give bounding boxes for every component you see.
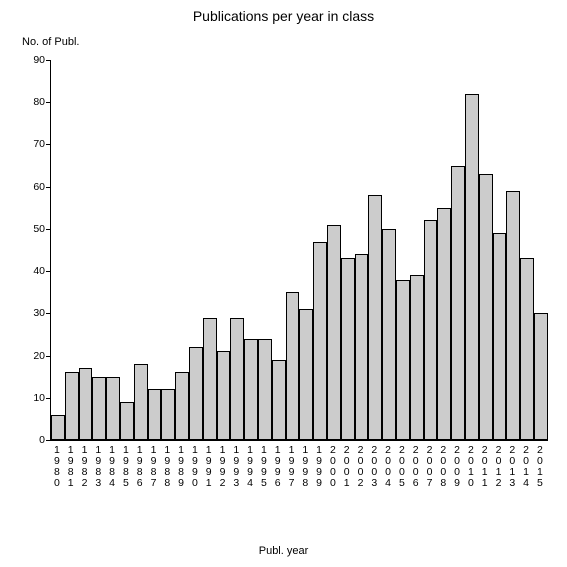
x-tick-label: 1 9 8 1: [64, 445, 78, 489]
y-tick-mark: [46, 229, 50, 230]
bar: [189, 347, 203, 440]
y-tick-label: 50: [23, 224, 45, 235]
bar: [410, 275, 424, 440]
y-tick-label: 30: [23, 308, 45, 319]
bar: [313, 242, 327, 440]
bar: [520, 258, 534, 440]
y-tick-mark: [46, 187, 50, 188]
x-tick-label: 1 9 9 5: [257, 445, 271, 489]
bar: [79, 368, 93, 440]
x-tick-label: 1 9 9 7: [285, 445, 299, 489]
x-tick-label: 1 9 9 8: [298, 445, 312, 489]
bar: [203, 318, 217, 440]
x-tick-label: 2 0 0 5: [395, 445, 409, 489]
y-tick-mark: [46, 271, 50, 272]
bar: [272, 360, 286, 440]
x-tick-label: 2 0 0 3: [367, 445, 381, 489]
y-tick-label: 40: [23, 266, 45, 277]
bar: [424, 220, 438, 440]
x-tick-label: 1 9 8 2: [78, 445, 92, 489]
bar: [51, 415, 65, 440]
x-tick-label: 2 0 1 2: [492, 445, 506, 489]
y-tick-mark: [46, 440, 50, 441]
y-tick-label: 20: [23, 351, 45, 362]
bar: [506, 191, 520, 440]
x-tick-label: 1 9 8 6: [133, 445, 147, 489]
x-axis-title: Publ. year: [0, 545, 567, 557]
bar: [368, 195, 382, 440]
x-tick-label: 1 9 9 6: [271, 445, 285, 489]
bar: [479, 174, 493, 440]
x-tick-label: 2 0 0 0: [326, 445, 340, 489]
x-tick-label: 1 9 9 2: [216, 445, 230, 489]
x-tick-label: 2 0 1 5: [533, 445, 547, 489]
y-tick-label: 10: [23, 393, 45, 404]
bar: [437, 208, 451, 440]
bar: [175, 372, 189, 440]
y-tick-mark: [46, 102, 50, 103]
x-tick-label: 2 0 0 1: [340, 445, 354, 489]
bar: [451, 166, 465, 440]
x-tick-label: 1 9 9 4: [243, 445, 257, 489]
plot-area: [50, 60, 548, 441]
y-tick-mark: [46, 313, 50, 314]
x-tick-label: 1 9 8 3: [91, 445, 105, 489]
x-tick-label: 2 0 0 7: [423, 445, 437, 489]
y-tick-label: 60: [23, 182, 45, 193]
y-tick-mark: [46, 144, 50, 145]
bar: [258, 339, 272, 440]
x-tick-label: 2 0 0 6: [409, 445, 423, 489]
y-tick-label: 0: [23, 435, 45, 446]
x-tick-label: 1 9 8 4: [105, 445, 119, 489]
x-tick-label: 1 9 8 7: [147, 445, 161, 489]
x-tick-label: 2 0 1 4: [519, 445, 533, 489]
x-tick-label: 1 9 9 0: [188, 445, 202, 489]
x-tick-label: 2 0 0 9: [450, 445, 464, 489]
bar: [148, 389, 162, 440]
bar: [134, 364, 148, 440]
bar: [396, 280, 410, 440]
x-tick-label: 1 9 8 5: [119, 445, 133, 489]
x-tick-label: 2 0 0 4: [381, 445, 395, 489]
bar: [341, 258, 355, 440]
bar: [161, 389, 175, 440]
y-tick-label: 90: [23, 55, 45, 66]
bar: [493, 233, 507, 440]
y-tick-label: 70: [23, 139, 45, 150]
bar: [534, 313, 548, 440]
bar: [92, 377, 106, 440]
publications-bar-chart: Publications per year in class No. of Pu…: [0, 0, 567, 567]
bar: [382, 229, 396, 440]
bar: [65, 372, 79, 440]
bar: [355, 254, 369, 440]
x-tick-label: 2 0 0 8: [436, 445, 450, 489]
bar: [120, 402, 134, 440]
x-tick-label: 1 9 8 0: [50, 445, 64, 489]
x-tick-label: 1 9 9 3: [229, 445, 243, 489]
x-tick-label: 2 0 0 2: [354, 445, 368, 489]
y-tick-label: 80: [23, 97, 45, 108]
x-tick-label: 2 0 1 0: [464, 445, 478, 489]
x-tick-label: 1 9 8 9: [174, 445, 188, 489]
bar: [465, 94, 479, 440]
x-tick-label: 2 0 1 3: [505, 445, 519, 489]
x-tick-label: 2 0 1 1: [478, 445, 492, 489]
y-tick-mark: [46, 398, 50, 399]
y-tick-mark: [46, 60, 50, 61]
x-tick-label: 1 9 9 1: [202, 445, 216, 489]
bar: [244, 339, 258, 440]
bar: [217, 351, 231, 440]
bar: [106, 377, 120, 440]
bar: [286, 292, 300, 440]
bar: [230, 318, 244, 440]
y-tick-mark: [46, 356, 50, 357]
y-axis-title: No. of Publ.: [22, 36, 79, 48]
bar: [299, 309, 313, 440]
x-tick-label: 1 9 8 8: [160, 445, 174, 489]
bar: [327, 225, 341, 440]
x-tick-label: 1 9 9 9: [312, 445, 326, 489]
chart-title: Publications per year in class: [0, 8, 567, 24]
